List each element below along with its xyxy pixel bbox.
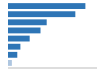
chart-container <box>0 0 100 71</box>
bar <box>8 3 85 9</box>
bar <box>8 19 47 25</box>
bar <box>8 60 12 66</box>
plot-area <box>8 3 85 66</box>
bar <box>8 11 75 17</box>
bar <box>8 28 41 34</box>
bar <box>8 44 20 50</box>
bar <box>8 52 17 58</box>
x-axis-line <box>8 68 97 69</box>
bar <box>8 36 30 42</box>
chart-svg <box>0 0 100 71</box>
